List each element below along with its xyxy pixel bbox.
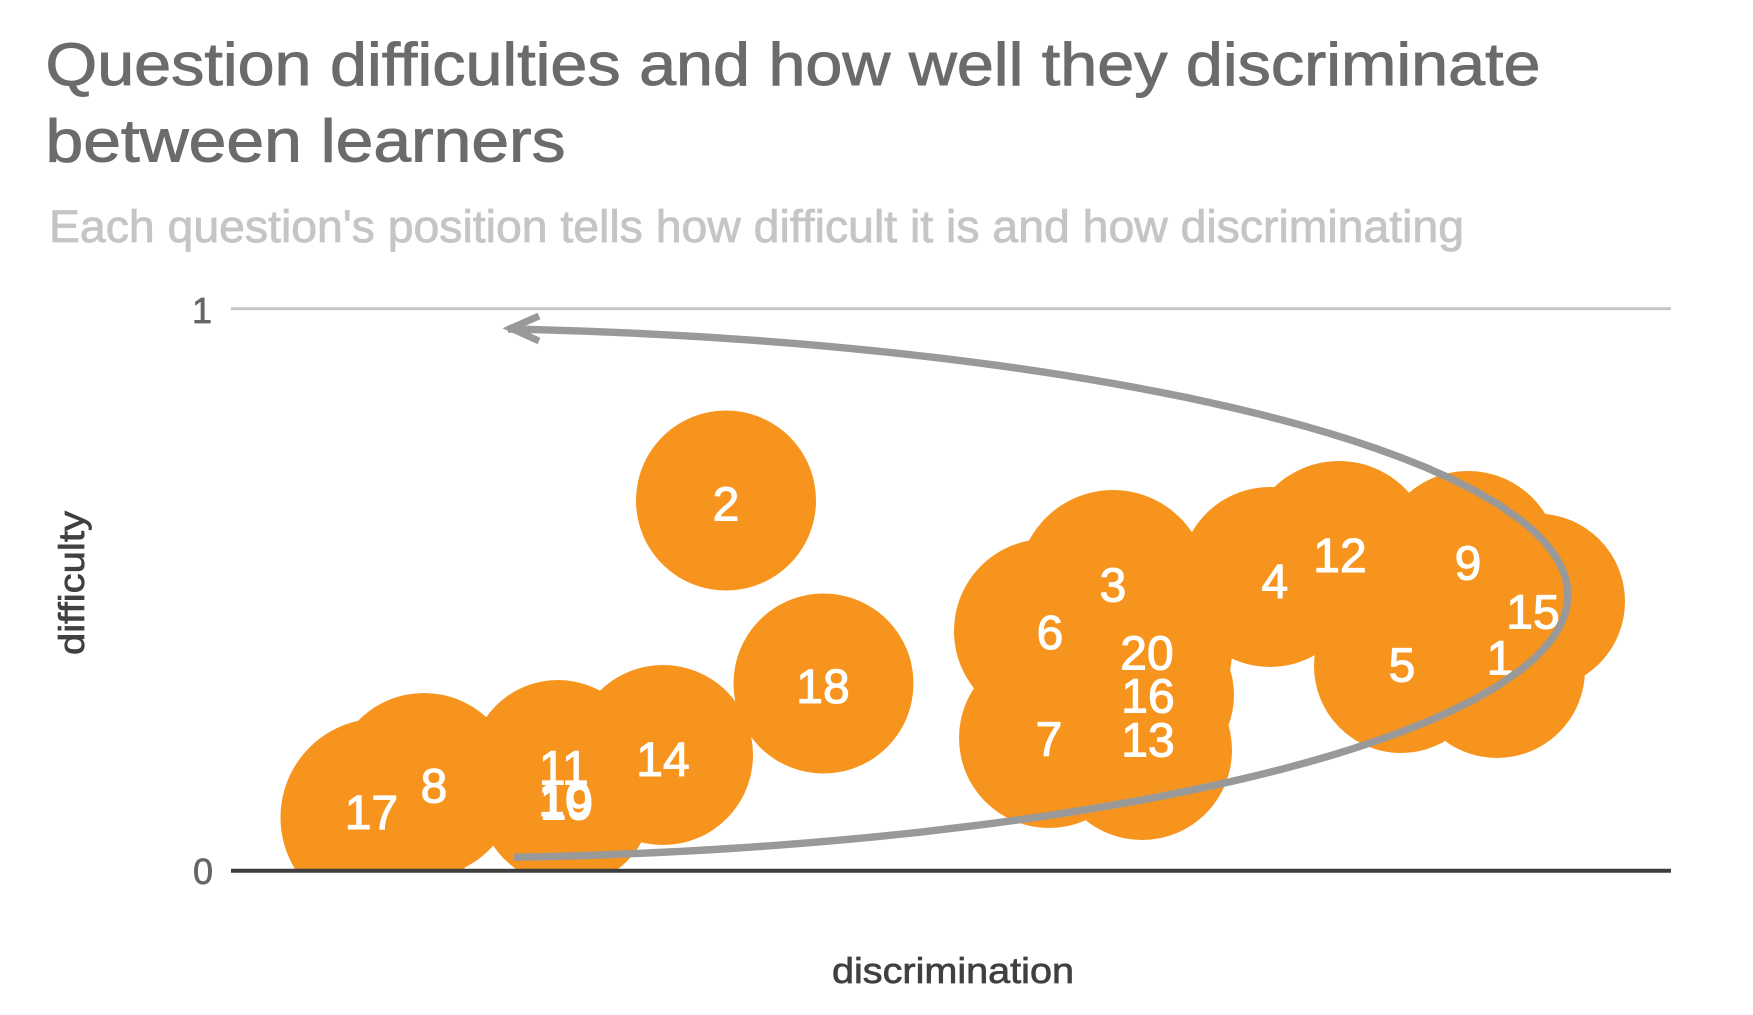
svg-text:13: 13 (1121, 715, 1174, 768)
svg-text:1: 1 (192, 290, 212, 331)
svg-text:4: 4 (1261, 556, 1288, 609)
svg-text:18: 18 (796, 661, 849, 714)
svg-text:2: 2 (713, 479, 740, 532)
svg-text:difficulty: difficulty (51, 511, 92, 655)
svg-text:between learners: between learners (46, 108, 566, 175)
svg-text:19: 19 (540, 778, 593, 831)
svg-text:11: 11 (539, 743, 589, 796)
svg-text:16: 16 (1121, 671, 1174, 724)
svg-text:Question difficulties and how: Question difficulties and how well they … (46, 31, 1541, 98)
svg-text:17: 17 (345, 787, 398, 840)
svg-text:6: 6 (1037, 607, 1064, 660)
svg-text:12: 12 (1313, 530, 1366, 583)
svg-text:discrimination: discrimination (832, 950, 1074, 991)
svg-text:8: 8 (421, 761, 448, 814)
svg-text:5: 5 (1389, 640, 1416, 693)
svg-text:9: 9 (1455, 538, 1482, 591)
svg-text:10: 10 (538, 774, 591, 827)
svg-text:7: 7 (1036, 714, 1063, 767)
svg-text:0: 0 (193, 851, 213, 892)
svg-text:20: 20 (1120, 628, 1173, 681)
svg-text:15: 15 (1506, 587, 1559, 640)
svg-text:Each question's position tells: Each question's position tells how diffi… (49, 201, 1464, 252)
svg-text:3: 3 (1100, 560, 1127, 613)
svg-text:14: 14 (636, 734, 689, 787)
